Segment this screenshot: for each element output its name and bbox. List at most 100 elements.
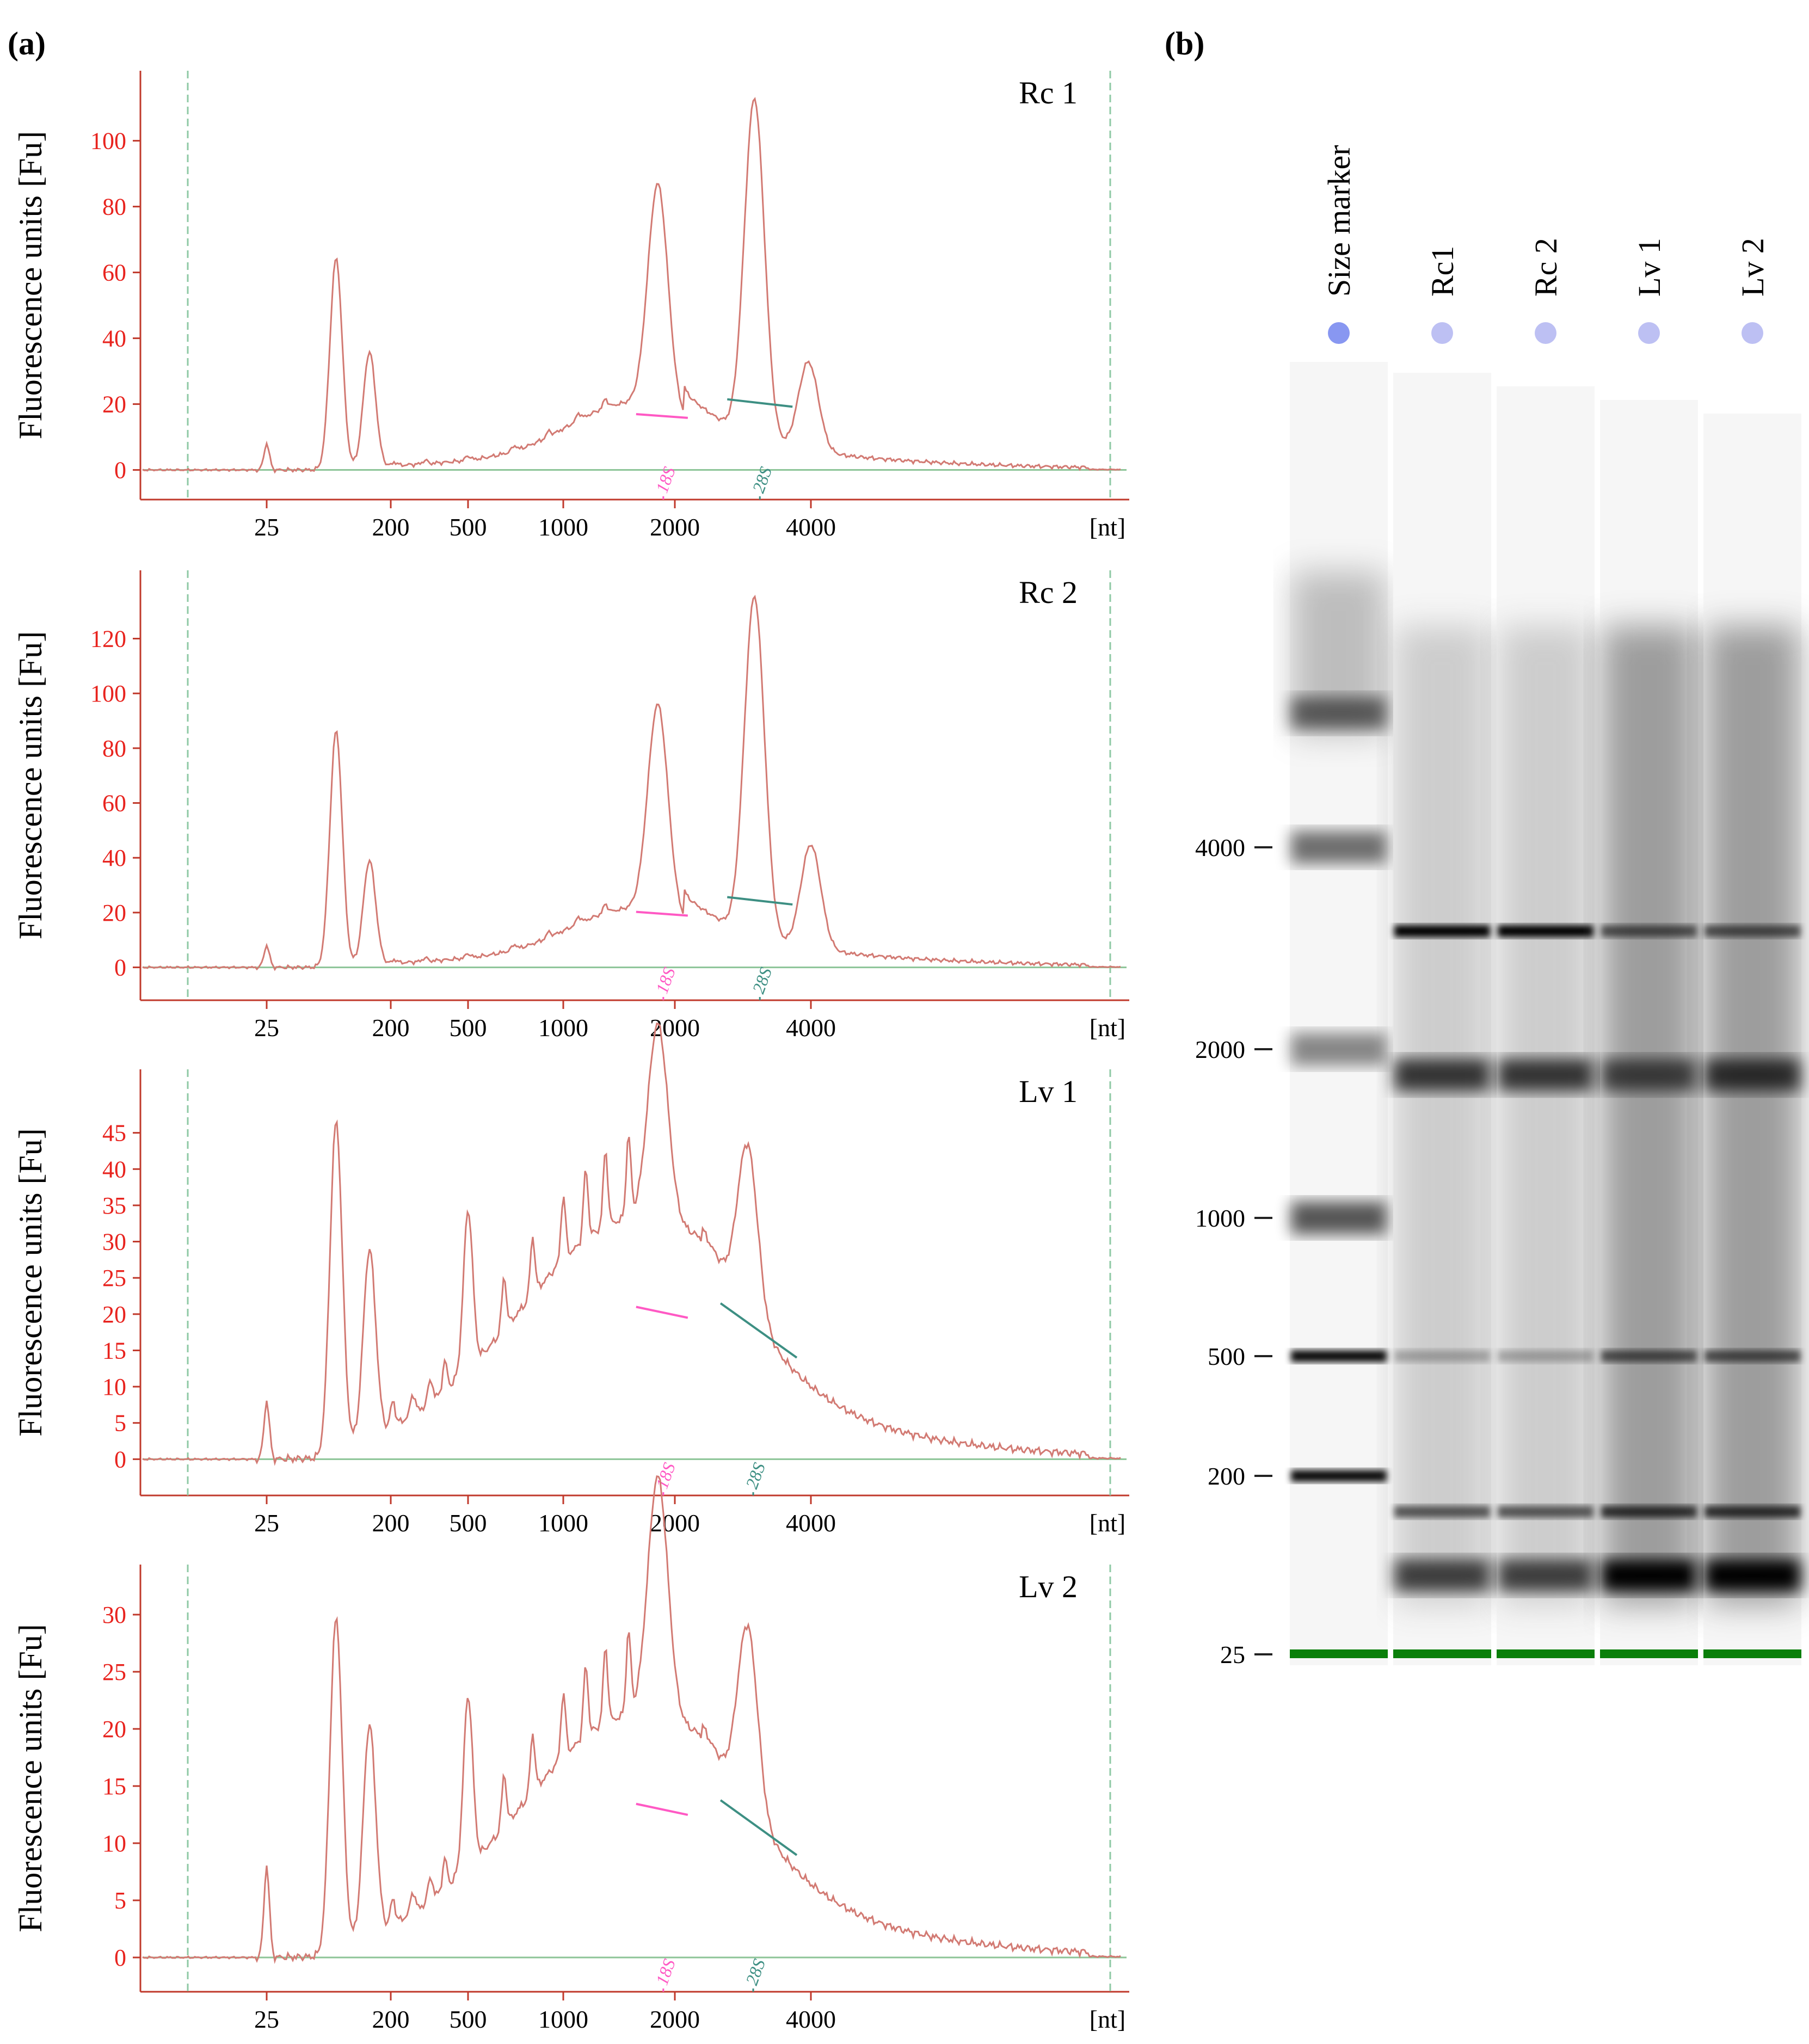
x-tick-label: 25 [254,2005,279,2033]
y-tick-label: 20 [102,1301,126,1328]
y-tick-label: 0 [114,1944,126,1971]
ladder-label: 200 [1208,1462,1245,1490]
gel-band [1498,1058,1593,1092]
y-tick-label: 40 [102,1156,126,1183]
gel-band [1291,831,1387,864]
ladder-label: 4000 [1195,834,1245,861]
trace-line-3 [142,1475,1121,1965]
lane-label: Rc 2 [1528,238,1564,297]
lane-background [1290,362,1388,1665]
integration-28s [727,398,793,408]
ladder-label: 25 [1220,1641,1245,1669]
x-unit-label: [nt] [1090,2005,1125,2033]
sample-title: Rc 2 [1019,575,1078,610]
x-tick-label: 2000 [650,1014,700,1042]
y-tick-label: 80 [102,735,126,762]
ladder-label: 1000 [1195,1204,1245,1232]
x-tick-label: 25 [254,1509,279,1537]
y-axis-title: Fluorescence units [Fu] [13,131,48,440]
x-tick-label: 500 [450,1509,487,1537]
lower-marker-band [1290,1649,1388,1658]
x-tick-label: 4000 [786,513,836,541]
x-unit-label: [nt] [1090,513,1125,541]
ladder-label: 500 [1208,1343,1245,1370]
gel-band [1498,925,1593,937]
y-tick-label: 80 [102,194,126,220]
electropherogram-3: 0 5 10 15 20 25 30 35 40 45 25 200 500 1000 2000 4000 [n… [13,1022,1129,1537]
y-tick-label: 25 [102,1265,126,1291]
lane-label: Lv 2 [1735,238,1770,297]
lane-well [1328,322,1350,344]
y-tick-label: 100 [90,128,126,155]
x-tick-label: 2000 [650,1509,700,1537]
marker-28s-label: 28S [748,965,776,996]
lane-well [1535,322,1556,344]
gel-lane-4: Lv 1 [1600,238,1698,1665]
x-tick-label: 2000 [650,513,700,541]
gel-band [1705,1058,1800,1092]
gel-band [1291,1033,1387,1066]
gel-lane-2: Rc1 [1393,246,1491,1665]
marker-28s-label: 28S [742,1956,769,1987]
x-tick-label: 1000 [538,1509,588,1537]
lane-smear [1706,626,1799,1605]
y-tick-label: 5 [114,1410,126,1437]
y-tick-label: 100 [90,680,126,707]
gel-band [1705,1350,1800,1362]
lower-marker-band [1703,1649,1801,1658]
y-tick-label: 0 [114,1446,126,1473]
gel-band [1394,1559,1490,1592]
gel-band [1498,1559,1593,1592]
y-tick-label: 5 [114,1887,126,1914]
x-tick-label: 4000 [786,1014,836,1042]
marker-18s-label: 18S [652,464,679,495]
x-tick-label: 200 [372,513,410,541]
gel-lane-5: Lv 2 [1703,238,1801,1665]
sample-title: Lv 2 [1019,1569,1078,1604]
x-tick-label: 200 [372,1509,410,1537]
y-tick-label: 15 [102,1337,126,1364]
sample-title: Lv 1 [1019,1074,1078,1109]
y-tick-label: 45 [102,1120,126,1147]
y-tick-label: 60 [102,790,126,817]
marker-28s-label: 28S [742,1460,769,1491]
gel-band [1498,1505,1593,1518]
gel-lane-1: Size marker [1290,145,1388,1665]
lane-smear [1395,626,1489,1605]
x-tick-label: 4000 [786,2005,836,2033]
x-unit-label: [nt] [1090,1509,1125,1537]
lane-label: Rc1 [1425,246,1460,297]
electropherogram-4: 0 5 10 15 20 25 30 25 200 500 1000 2000 4000 [nt] Fluo… [13,1475,1129,2033]
electropherogram-2: 0 20 40 60 80 100 120 25 200 500 1000 2000 4000 [nt] F… [13,570,1129,1042]
y-tick-label: 20 [102,391,126,418]
y-tick-label: 40 [102,325,126,352]
x-tick-label: 25 [254,513,279,541]
x-tick-label: 500 [450,1014,487,1042]
lane-well [1431,322,1453,344]
gel-band [1601,1559,1697,1592]
x-tick-label: 500 [450,2005,487,2033]
gel-band [1291,1350,1387,1362]
gel-band [1601,1058,1697,1092]
trace-line-1 [142,594,1121,971]
gel-band [1394,1058,1490,1092]
gel-band [1601,1350,1697,1362]
y-tick-label: 20 [102,900,126,926]
trace-line-2 [142,1022,1121,1466]
gel-band [1394,925,1490,937]
lane-label: Size marker [1321,145,1357,297]
gel-band [1705,925,1800,937]
marker-18s-label: 18S [652,1460,679,1491]
integration-28s [719,1302,798,1359]
gel-band [1705,1559,1800,1592]
y-tick-label: 40 [102,845,126,871]
integration-28s [727,896,793,906]
y-tick-label: 10 [102,1830,126,1857]
y-tick-label: 25 [102,1659,126,1685]
integration-18s [636,1802,688,1816]
y-tick-label: 30 [102,1229,126,1255]
gel-band [1601,925,1697,937]
sample-title: Rc 1 [1019,75,1078,110]
lane-label: Lv 1 [1632,238,1667,297]
